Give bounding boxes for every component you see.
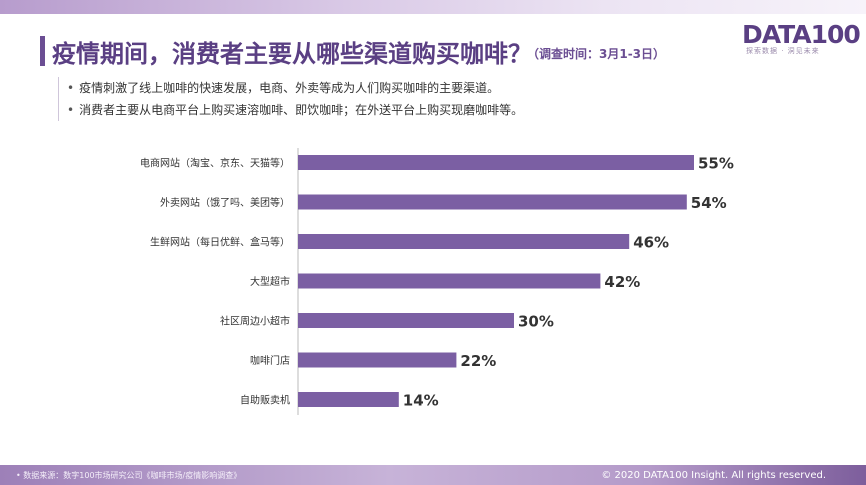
- bottom-decorative-band: [0, 465, 866, 485]
- value-label: 22%: [460, 352, 496, 370]
- value-label: 14%: [403, 392, 439, 410]
- insight-bullet-2: • 消费者主要从电商平台上购买速溶咖啡、即饮咖啡；在外送平台上购买现磨咖啡等。: [59, 99, 819, 121]
- title-accent-bar: [40, 36, 45, 66]
- value-label: 54%: [691, 194, 727, 212]
- data-source-note: • 数据来源：数字100市场研究公司《咖啡市场/疫情影响调查》: [16, 471, 242, 480]
- bullet-dot-icon: •: [67, 103, 75, 117]
- category-label: 咖啡门店: [250, 354, 290, 367]
- value-label: 42%: [604, 273, 640, 291]
- category-label: 大型超市: [250, 275, 290, 288]
- top-decorative-band: [0, 0, 866, 14]
- insight-text-2: 消费者主要从电商平台上购买速溶咖啡、即饮咖啡；在外送平台上购买现磨咖啡等。: [79, 103, 524, 117]
- bar: [298, 392, 399, 407]
- category-label: 社区周边小超市: [220, 315, 290, 328]
- copyright-note: © 2020 DATA100 Insight. All rights reser…: [601, 470, 826, 481]
- value-label: 30%: [518, 313, 554, 331]
- survey-time-note: （调查时间：3月1-3日）: [527, 47, 666, 61]
- insight-bullets: • 疫情刺激了线上咖啡的快速发展，电商、外卖等成为人们购买咖啡的主要渠道。 • 消费…: [58, 77, 819, 121]
- page-title: 疫情期间，消费者主要从哪些渠道购买咖啡？: [52, 40, 532, 68]
- bar: [298, 194, 687, 210]
- category-label: 外卖网站（饿了吗、美团等）: [160, 196, 290, 209]
- bar: [298, 155, 694, 170]
- bar: [298, 273, 601, 289]
- value-label: 46%: [633, 234, 669, 252]
- bar: [298, 352, 457, 368]
- bullet-dot-icon: •: [67, 81, 75, 95]
- bar: [298, 234, 630, 249]
- brand-tagline: 探索数据 · 洞见未来: [746, 47, 820, 55]
- brand-logo: DATA100: [742, 20, 861, 49]
- value-label: 55%: [698, 155, 734, 173]
- category-label: 生鲜网站（每日优鲜、盒马等）: [150, 236, 290, 249]
- insight-text-1: 疫情刺激了线上咖啡的快速发展，电商、外卖等成为人们购买咖啡的主要渠道。: [79, 81, 500, 95]
- bar: [298, 313, 514, 328]
- category-label: 电商网站（淘宝、京东、天猫等）: [140, 157, 290, 170]
- category-label: 自助贩卖机: [240, 394, 290, 407]
- insight-bullet-1: • 疫情刺激了线上咖啡的快速发展，电商、外卖等成为人们购买咖啡的主要渠道。: [59, 77, 819, 99]
